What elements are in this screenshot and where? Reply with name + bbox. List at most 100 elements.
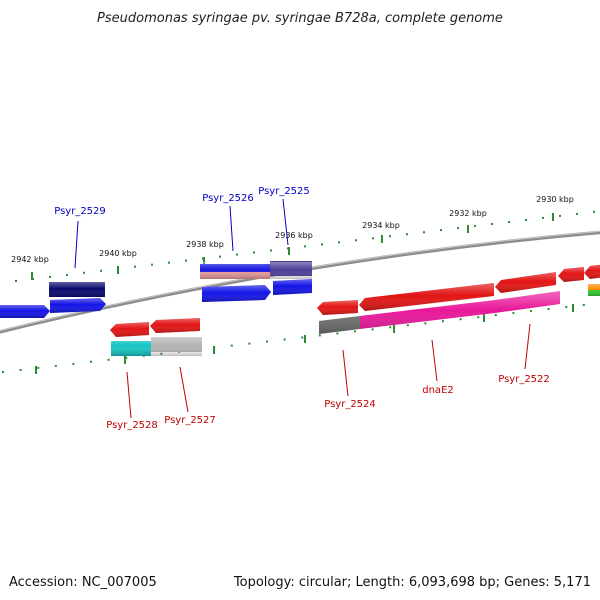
scale-dot (442, 320, 444, 323)
gene-arrow (0, 305, 50, 318)
gene-label-psyr2522[interactable]: Psyr_2522 (498, 374, 550, 385)
gene-label-dnae2[interactable]: dnaE2 (422, 385, 454, 396)
scale-dot (66, 273, 68, 276)
tick-label-2942: 2942 kbp (11, 255, 49, 264)
gene-label-psyr2528[interactable]: Psyr_2528 (106, 420, 158, 431)
leader-line-psyr2524 (342, 349, 349, 397)
gene-block-shade (588, 284, 600, 296)
scale-dot (576, 212, 578, 215)
scale-dot (134, 265, 136, 268)
scale-dot (457, 227, 459, 230)
scale-dot (2, 371, 4, 373)
scale-dot (372, 237, 374, 240)
gene-arrow (50, 298, 106, 313)
accession-text: Accession: NC_007005 (9, 575, 157, 590)
scale-dot (593, 210, 595, 213)
plus-strand-genes (0, 261, 312, 318)
scale-dot (542, 216, 544, 219)
leader-line-dnae2 (431, 339, 438, 382)
scale-dot (318, 334, 321, 337)
map-title: Pseudomonas syringae pv. syringae B728a,… (97, 11, 503, 26)
scale-dot (270, 249, 272, 252)
scale-dot (389, 326, 392, 329)
scale-dot (248, 342, 251, 345)
scale-dot (266, 340, 268, 343)
scale-dot (525, 219, 527, 221)
gene-block-shade (200, 262, 312, 279)
gene-label-psyr2529[interactable]: Psyr_2529 (54, 206, 106, 217)
gene-block-shade (319, 291, 560, 334)
gene-arrow (202, 285, 271, 302)
scale-dot (168, 261, 170, 264)
minus-strand-genes (110, 264, 600, 356)
scale-dot (389, 235, 391, 238)
scale-dot (423, 231, 425, 234)
tick-label-2938: 2938 kbp (186, 240, 224, 249)
gene-label-psyr2525[interactable]: Psyr_2525 (258, 186, 310, 197)
scale-dot (474, 225, 476, 228)
gene-label-psyr2524[interactable]: Psyr_2524 (324, 399, 376, 410)
tick-label-2934: 2934 kbp (362, 221, 400, 230)
scale-dot (354, 330, 356, 333)
scale-dot (355, 239, 357, 242)
gene-arrow (495, 272, 556, 293)
leader-line-psyr2525 (282, 198, 289, 246)
gene-arrow (584, 264, 600, 279)
scale-ticks-upper (31, 213, 554, 280)
gene-arrow (558, 267, 584, 282)
leader-line-psyr2528 (126, 371, 132, 419)
scale-dot (107, 358, 110, 361)
gene-arrow (150, 318, 200, 333)
scale-dot (54, 364, 57, 367)
genome-summary-text: Topology: circular; Length: 6,093,698 bp… (233, 575, 591, 590)
scale-dot (301, 336, 304, 339)
leader-line-psyr2522 (524, 323, 531, 370)
scale-dot (283, 338, 286, 341)
scale-dot (72, 362, 75, 365)
scale-dot (125, 356, 128, 359)
scale-dot (49, 275, 51, 278)
scale-dot (547, 308, 550, 310)
tick-label-2932: 2932 kbp (449, 209, 487, 218)
scale-dot (491, 223, 493, 225)
gene-arrow (110, 322, 149, 337)
scale-dot (582, 304, 585, 306)
scale-dot (565, 306, 568, 308)
scale-dot (459, 318, 462, 321)
scale-dot (530, 310, 532, 313)
scale-dot (338, 241, 340, 244)
scale-dot (19, 369, 22, 371)
scale-dot (440, 229, 442, 232)
scale-dot (371, 328, 374, 331)
scale-dot (185, 259, 187, 262)
scale-dot (100, 269, 102, 272)
scale-dot (83, 271, 85, 274)
gene-label-psyr2527[interactable]: Psyr_2527 (164, 415, 216, 426)
gene-arrow (273, 279, 312, 295)
scale-dot (90, 360, 92, 363)
plus-leader-lines (74, 198, 289, 269)
scale-dot (230, 344, 233, 347)
scale-dot (406, 233, 408, 236)
scale-dots-upper (15, 210, 595, 282)
scale-dot (321, 243, 323, 246)
scale-dot (253, 251, 255, 254)
scale-dot (424, 322, 427, 325)
scale-dot (512, 312, 515, 315)
gene-arrow (359, 283, 494, 311)
scale-dot (494, 314, 497, 317)
scale-dot (15, 280, 17, 282)
scale-dot (151, 263, 153, 266)
scale-dots-lower (2, 304, 585, 373)
tick-label-2940: 2940 kbp (99, 249, 137, 258)
scale-dot (477, 316, 480, 319)
leader-line-psyr2527 (179, 366, 189, 413)
gene-block-shade (49, 282, 105, 297)
scale-dot (304, 245, 306, 248)
scale-dot (559, 214, 561, 217)
tick-label-2930: 2930 kbp (536, 195, 574, 204)
tick-label-2936: 2936 kbp (275, 231, 313, 240)
leader-line-psyr2529 (74, 220, 79, 269)
gene-label-psyr2526[interactable]: Psyr_2526 (202, 193, 254, 204)
